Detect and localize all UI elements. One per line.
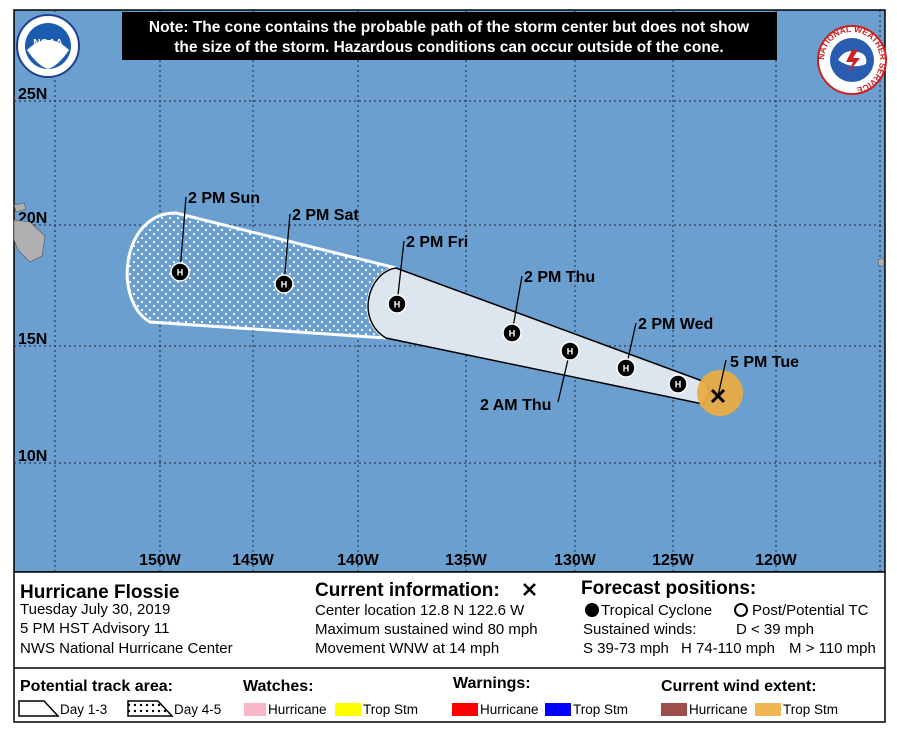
track: 5 PM Tue H 2 PM Wed H 2 AM Thu H 2 PM Thu H 2 PM…: [170, 190, 799, 414]
winds-title: Sustained winds:: [583, 621, 696, 638]
note-line: Note: The cone contains the probable pat…: [149, 19, 750, 36]
ptc-label: Post/Potential TC: [752, 602, 869, 619]
lat-label: 15N: [18, 331, 47, 348]
track-marker: [616, 358, 636, 378]
wind-trop: Trop Stm: [783, 702, 838, 717]
day45-icon: [127, 700, 174, 717]
leader-line: [396, 240, 405, 305]
wind-trop-swatch: [755, 703, 781, 716]
watches-title: Watches:: [243, 678, 314, 695]
marker-letter: H: [623, 364, 630, 374]
day13-icon: [18, 700, 60, 717]
tc-icon: [585, 603, 599, 617]
note-line: the size of the storm. Hazardous conditi…: [174, 39, 723, 56]
warn-trop-swatch: [545, 703, 571, 716]
watch-hurricane: Hurricane: [268, 702, 327, 717]
leader-line: [717, 359, 727, 397]
lon-label: 120W: [755, 552, 798, 569]
lon-label: 135W: [445, 552, 488, 569]
track-label: 2 PM Thu: [524, 269, 595, 286]
wind-h: H 74-110 mph: [681, 640, 775, 657]
advisory: 5 PM HST Advisory 11: [20, 620, 170, 637]
storm-name: Hurricane Flossie: [20, 582, 179, 603]
current-line: Center location 12.8 N 122.6 W: [315, 602, 525, 619]
forecast-title: Forecast positions:: [581, 578, 756, 599]
center-name: NWS National Hurricane Center: [20, 640, 233, 657]
ptc-icon: [734, 603, 748, 617]
track-label: 2 PM Sun: [188, 190, 260, 207]
marker-letter: H: [509, 329, 516, 339]
storm-date: Tuesday July 30, 2019: [20, 601, 170, 618]
noaa-logo: NOAA: [16, 14, 80, 78]
noaa-text: NOAA: [33, 38, 62, 49]
marker-letter: H: [675, 380, 682, 390]
wind-hurricane: Hurricane: [689, 702, 748, 717]
warn-hurricane: Hurricane: [480, 702, 539, 717]
track-area-title: Potential track area:: [20, 678, 173, 695]
leader-line: [179, 196, 187, 273]
day13-label: Day 1-3: [60, 702, 107, 717]
track-label: 2 AM Thu: [480, 397, 551, 414]
marker-letter: H: [567, 347, 574, 357]
leader-line: [283, 213, 291, 285]
marker-letter: H: [281, 280, 288, 290]
lon-label: 125W: [652, 552, 695, 569]
track-label: 5 PM Tue: [730, 354, 799, 371]
land: [13, 202, 885, 267]
track-marker: [668, 374, 688, 394]
track-label: 2 PM Wed: [638, 316, 713, 333]
lon-label: 140W: [337, 552, 380, 569]
lon-label: 150W: [139, 552, 182, 569]
track-marker: [170, 262, 190, 282]
watch-hurricane-swatch: [244, 703, 266, 716]
track-marker: [274, 274, 294, 294]
info-panel: [13, 571, 886, 723]
warnings-title: Warnings:: [453, 675, 531, 692]
lon-label: 145W: [232, 552, 275, 569]
current-line: Movement WNW at 14 mph: [315, 640, 499, 657]
track-marker: [502, 323, 522, 343]
marker-letter: H: [177, 268, 184, 278]
wind-s: S 39-73 mph: [583, 640, 669, 657]
watch-trop: Trop Stm: [363, 702, 418, 717]
track-label: 2 PM Fri: [406, 234, 468, 251]
wind-hurricane-swatch: [661, 703, 687, 716]
track-marker: [560, 341, 580, 361]
wind-title: Current wind extent:: [661, 678, 817, 695]
track-marker: [387, 294, 407, 314]
current-x-icon: [523, 583, 536, 596]
lon-label: 130W: [554, 552, 597, 569]
lat-label: 10N: [18, 448, 47, 465]
current-line: Maximum sustained wind 80 mph: [315, 621, 538, 638]
warn-hurricane-swatch: [452, 703, 478, 716]
warn-trop: Trop Stm: [573, 702, 628, 717]
tc-label: Tropical Cyclone: [601, 602, 712, 619]
nws-logo: NATIONAL WEATHER SERVICE: [816, 24, 888, 96]
wind-m: M > 110 mph: [789, 640, 876, 657]
current-x: [710, 388, 726, 404]
wind-d: D < 39 mph: [736, 621, 814, 638]
day45-label: Day 4-5: [174, 702, 221, 717]
lat-label: 25N: [18, 86, 47, 103]
marker-letter: H: [394, 300, 401, 310]
note-banner: [122, 12, 777, 60]
watch-trop-swatch: [335, 703, 361, 716]
current-title: Current information:: [315, 580, 500, 601]
track-label: 2 PM Sat: [292, 207, 359, 224]
